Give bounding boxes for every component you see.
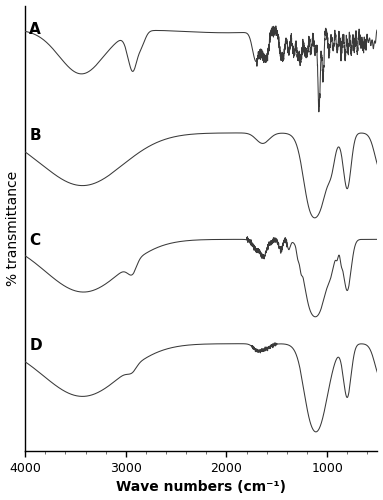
X-axis label: Wave numbers (cm⁻¹): Wave numbers (cm⁻¹) (116, 480, 286, 494)
Text: C: C (29, 233, 40, 248)
Text: B: B (29, 128, 41, 142)
Y-axis label: % transmittance: % transmittance (6, 171, 20, 286)
Text: A: A (29, 22, 41, 37)
Text: D: D (29, 338, 42, 353)
